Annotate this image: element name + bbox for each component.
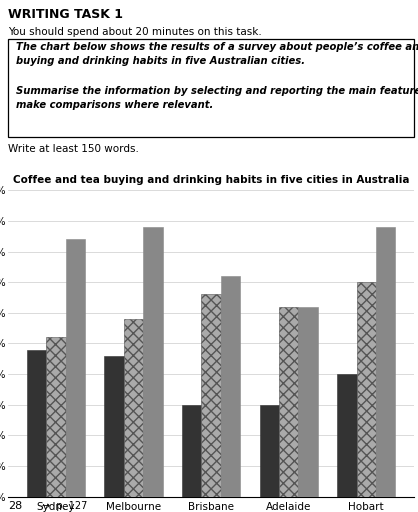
- Text: You should spend about 20 minutes on this task.: You should spend about 20 minutes on thi…: [8, 27, 262, 37]
- Bar: [298, 307, 318, 512]
- Bar: [279, 307, 298, 512]
- Bar: [66, 239, 85, 512]
- Bar: [46, 337, 66, 512]
- Text: The chart below shows the results of a survey about people’s coffee and tea
buyi: The chart below shows the results of a s…: [16, 42, 418, 66]
- Bar: [221, 276, 240, 512]
- Bar: [260, 404, 279, 512]
- Bar: [27, 350, 46, 512]
- Bar: [201, 294, 221, 512]
- Bar: [376, 227, 395, 512]
- Text: →  p. 127: → p. 127: [42, 501, 87, 511]
- Bar: [182, 404, 201, 512]
- Title: Coffee and tea buying and drinking habits in five cities in Australia: Coffee and tea buying and drinking habit…: [13, 175, 409, 185]
- Text: Summarise the information by selecting and reporting the main features, and
make: Summarise the information by selecting a…: [16, 87, 418, 110]
- Bar: [143, 227, 163, 512]
- Text: WRITING TASK 1: WRITING TASK 1: [8, 8, 123, 20]
- Bar: [337, 374, 357, 512]
- Text: Write at least 150 words.: Write at least 150 words.: [8, 143, 139, 154]
- Bar: [357, 282, 376, 512]
- Text: 28: 28: [8, 501, 23, 511]
- Bar: [124, 319, 143, 512]
- Bar: [104, 356, 124, 512]
- FancyBboxPatch shape: [8, 39, 414, 137]
